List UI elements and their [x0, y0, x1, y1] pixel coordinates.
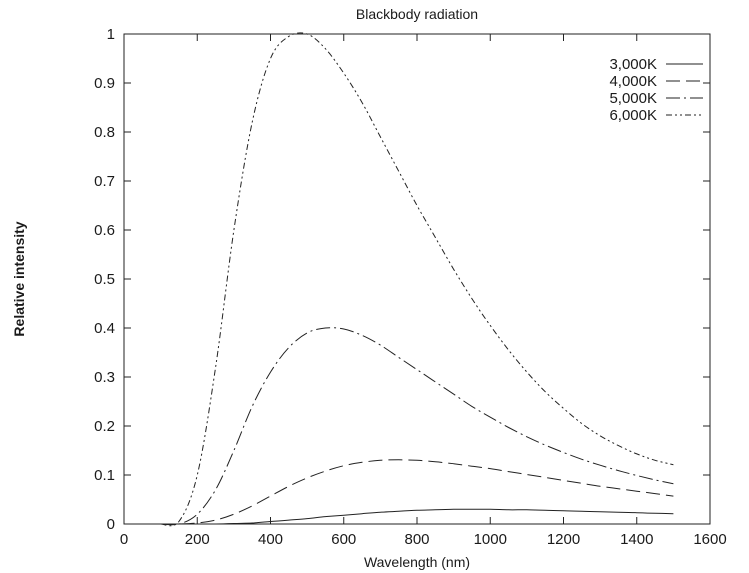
series-line-5000k — [160, 327, 674, 526]
y-axis-label: Relative intensity — [11, 221, 27, 336]
y-tick-label: 0.3 — [94, 369, 115, 386]
y-tick-label: 0.9 — [94, 75, 115, 92]
x-tick-label: 1400 — [620, 531, 653, 548]
series-line-4000k — [160, 459, 674, 525]
series-line-6000k — [160, 32, 674, 527]
y-tick-label: 0.7 — [94, 173, 115, 190]
x-tick-label: 200 — [185, 531, 210, 548]
axis-ticks: 0 200 400 600 800 1000 1200 1400 1600 0 0.1 0.2 0.3 0… — [94, 26, 727, 548]
x-tick-label: 600 — [331, 531, 356, 548]
y-tick-label: 0.5 — [94, 271, 115, 288]
x-tick-label: 1000 — [474, 531, 507, 548]
x-tick-label: 1600 — [693, 531, 726, 548]
chart-title: Blackbody radiation — [356, 6, 478, 22]
y-tick-label: 0 — [107, 516, 115, 533]
y-tick-label: 0.1 — [94, 467, 115, 484]
y-tick-label: 0.2 — [94, 418, 115, 435]
y-tick-label: 0.4 — [94, 320, 115, 337]
x-tick-label: 1200 — [547, 531, 580, 548]
y-tick-label: 0.8 — [94, 124, 115, 141]
series-lines — [160, 32, 674, 527]
x-axis-label: Wavelength (nm) — [364, 554, 470, 570]
y-tick-label: 0.6 — [94, 222, 115, 239]
legend-label: 6,000K — [609, 107, 657, 124]
x-tick-label: 0 — [120, 531, 128, 548]
legend-label: 5,000K — [609, 90, 657, 107]
series-line-3000k — [160, 508, 674, 525]
y-tick-label: 1 — [107, 26, 115, 43]
legend-label: 3,000K — [609, 56, 657, 73]
legend-label: 4,000K — [609, 73, 657, 90]
x-tick-label: 400 — [258, 531, 283, 548]
x-tick-label: 800 — [404, 531, 429, 548]
